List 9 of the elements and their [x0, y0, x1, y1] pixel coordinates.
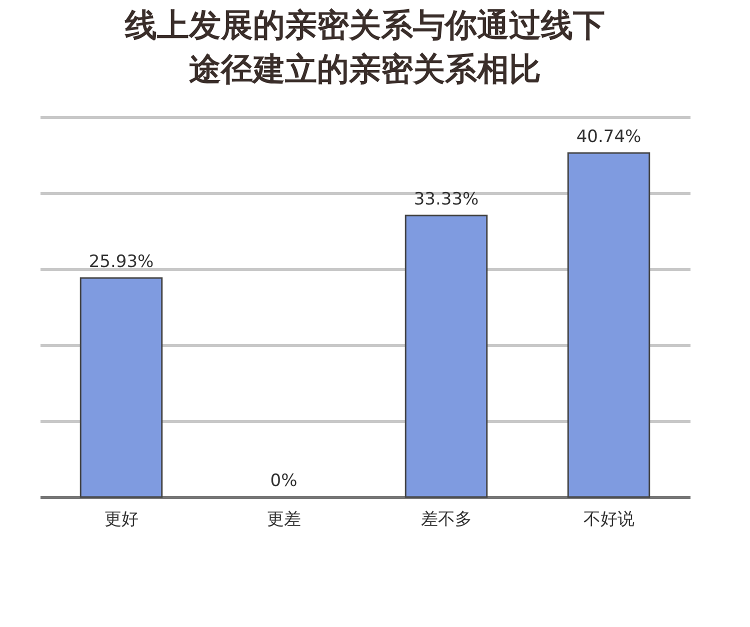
x-tick-label: 更好 [104, 510, 138, 530]
data-label: 40.74% [576, 126, 642, 147]
x-tick-label: 更差 [266, 510, 301, 530]
x-tick-label: 差不多 [420, 510, 472, 530]
x-tick-label: 不好说 [583, 510, 634, 530]
data-label: 33.33% [414, 190, 479, 210]
data-label: 0% [270, 471, 298, 491]
chart-title: 线上发展的亲密关系与你通过线下途径建立的亲密关系相比 [124, 6, 605, 88]
data-label: 25.93% [88, 252, 154, 272]
